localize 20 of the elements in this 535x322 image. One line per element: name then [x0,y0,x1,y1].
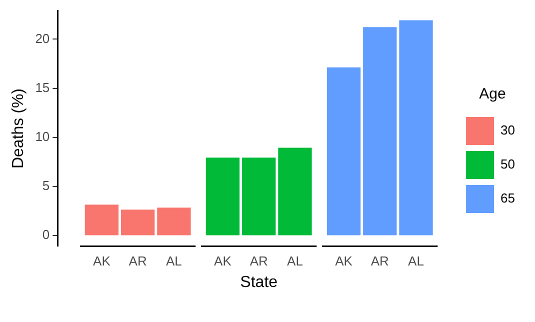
legend-label: 30 [500,122,516,138]
legend-title: Age [479,86,506,103]
x-tick-label: AL [287,254,303,269]
x-tick-label: AR [250,254,268,269]
y-tick-label: 15 [35,80,50,95]
x-tick-label: AL [166,254,182,269]
legend-label: 65 [500,190,516,206]
y-axis-title: Deaths (%) [10,88,28,169]
x-tick-label: AR [370,254,389,269]
y-tick-label: 10 [35,128,50,144]
y-tick-label: 5 [42,178,50,193]
y-tick-label: 0 [42,226,50,242]
y-tick-label: 20 [35,30,50,46]
x-axis-title: State [240,274,278,291]
legend-label: 50 [500,156,516,172]
x-tick-label: AK [214,254,232,269]
x-tick-label: AL [408,254,424,269]
x-tick-label: AK [335,254,353,269]
x-tick-label: AR [128,254,147,269]
x-tick-label: AK [93,254,111,269]
